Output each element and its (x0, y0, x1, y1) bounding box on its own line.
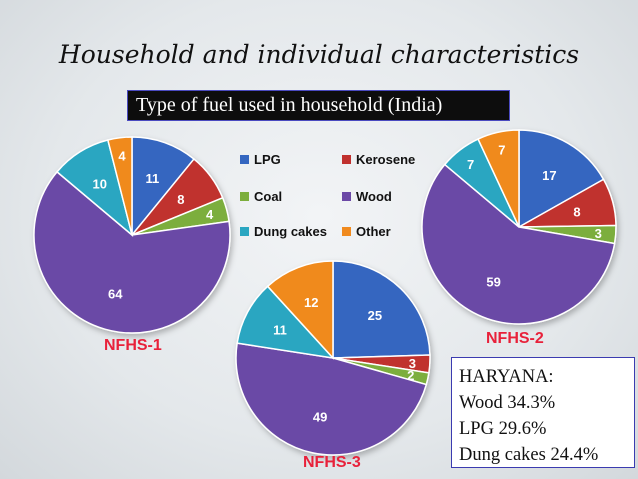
data-label-wood: 49 (313, 410, 327, 425)
haryana-dung-cakes: Dung cakes 24.4% (459, 445, 599, 465)
legend-swatch (240, 155, 249, 164)
legend-item-lpg: LPG (240, 152, 281, 167)
page-title: Household and individual characteristics (58, 40, 580, 69)
data-label-other: 12 (304, 295, 318, 310)
data-label-lpg: 25 (368, 308, 382, 323)
data-label-wood: 64 (108, 286, 123, 301)
legend-item-wood: Wood (342, 189, 392, 204)
legend-label: Other (356, 224, 391, 239)
data-label-kerosene: 3 (409, 356, 416, 371)
pie-slice-other (106, 136, 133, 236)
haryana-lpg: LPG 29.6% (459, 419, 547, 439)
pie-slice-lpg (131, 136, 196, 238)
pie-slice-lpg (518, 129, 605, 229)
data-label-wood: 59 (486, 275, 500, 290)
pie-label-nfhs-2: NFHS-2 (486, 330, 544, 347)
legend-swatch (342, 227, 351, 236)
data-label-other: 7 (498, 142, 505, 157)
legend-item-dung-cakes: Dung cakes (240, 224, 327, 239)
data-label-coal: 4 (206, 207, 214, 222)
pie-slice-other (266, 260, 334, 360)
data-label-kerosene: 8 (177, 192, 184, 207)
legend-label: LPG (254, 152, 281, 167)
legend-item-coal: Coal (240, 189, 282, 204)
pie-nfhs-3 (235, 260, 431, 456)
pie-slice-other (477, 129, 520, 228)
haryana-info-box: HARYANA: Wood 34.3% LPG 29.6% Dung cakes… (451, 357, 635, 468)
chart-subtitle: Type of fuel used in household (India) (127, 90, 510, 121)
pie-nfhs-1 (33, 136, 231, 334)
legend-label: Coal (254, 189, 283, 204)
data-label-other: 4 (118, 148, 126, 163)
pie-slice-wood (235, 342, 428, 456)
data-label-lpg: 17 (542, 168, 556, 183)
legend-swatch (342, 192, 351, 201)
legend-label: Wood (356, 189, 392, 204)
pie-label-nfhs-1: NFHS-1 (104, 337, 162, 354)
haryana-heading: HARYANA: (459, 367, 554, 387)
pie-slice-dung-cakes (236, 285, 335, 360)
data-label-dung-cakes: 11 (273, 323, 287, 338)
legend-label: Dung cakes (254, 224, 327, 239)
haryana-wood: Wood 34.3% (459, 393, 556, 413)
legend-swatch (240, 227, 249, 236)
pie-slice-lpg (332, 260, 431, 359)
data-label-dung-cakes: 7 (467, 157, 474, 172)
legend-item-other: Other (342, 224, 391, 239)
pie-label-nfhs-3: NFHS-3 (303, 454, 361, 471)
legend-label: Kerosene (356, 152, 416, 167)
data-label-lpg: 11 (146, 171, 160, 186)
legend-swatch (342, 155, 351, 164)
data-label-coal: 3 (595, 226, 602, 241)
data-label-coal: 2 (407, 368, 414, 383)
pie-nfhs-2 (421, 129, 617, 325)
legend-item-kerosene: Kerosene (342, 152, 415, 167)
data-label-kerosene: 8 (573, 204, 580, 219)
data-label-dung-cakes: 10 (92, 177, 106, 192)
pie-slice-wood (421, 163, 616, 325)
legend-swatch (240, 192, 249, 201)
pie-slice-wood (33, 170, 231, 334)
